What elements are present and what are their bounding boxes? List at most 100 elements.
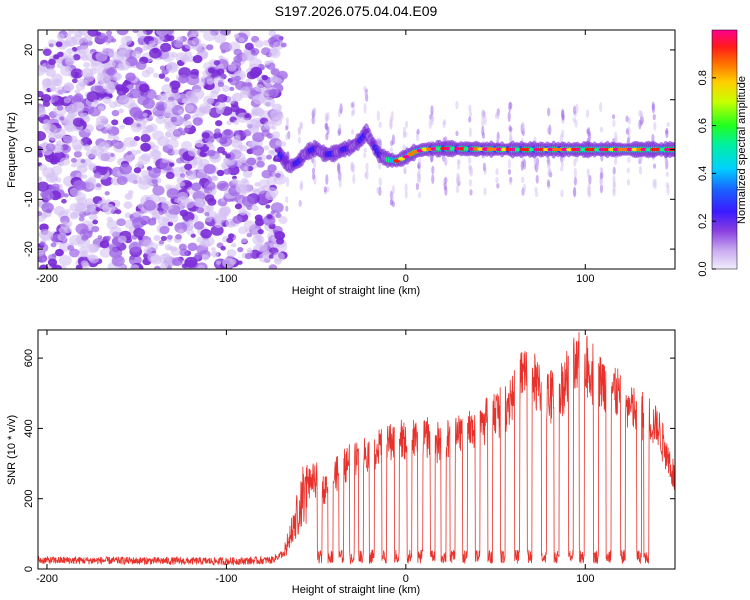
noise-speckle <box>116 175 128 186</box>
noise-speckle <box>246 247 253 253</box>
sidelobe-streak <box>390 110 394 122</box>
noise-speckle <box>202 236 215 247</box>
noise-speckle <box>78 216 85 222</box>
sidelobe-streak <box>599 177 603 187</box>
sidelobe-streak <box>391 134 396 146</box>
noise-speckle <box>72 54 81 61</box>
noise-speckle <box>118 64 125 69</box>
noise-speckle <box>203 30 217 42</box>
sidelobe-streak <box>599 102 603 113</box>
sidelobe-streak <box>311 167 316 174</box>
noise-speckle <box>251 205 259 212</box>
noise-speckle <box>215 260 222 265</box>
noise-speckle <box>226 120 232 126</box>
sidelobe-streak <box>338 123 342 132</box>
noise-speckle <box>179 209 189 217</box>
noise-speckle <box>175 233 182 240</box>
x-tick-label: -100 <box>215 573 237 585</box>
noise-speckle <box>226 237 234 244</box>
sidelobe-streak <box>651 103 656 114</box>
noise-speckle <box>254 181 261 187</box>
noise-speckle <box>252 132 265 143</box>
noise-speckle <box>42 123 52 131</box>
sidelobe-streak <box>285 117 289 124</box>
sidelobe-streak <box>481 109 485 120</box>
noise-speckle <box>171 87 179 94</box>
noise-speckle <box>79 112 89 120</box>
sidelobe-streak <box>469 189 473 196</box>
noise-speckle <box>70 68 84 79</box>
noise-speckle <box>269 48 281 59</box>
noise-speckle <box>39 241 46 246</box>
noise-speckle <box>217 63 224 69</box>
noise-speckle <box>172 128 183 137</box>
noise-speckle <box>128 190 134 195</box>
y-tick-label: 10 <box>23 94 35 106</box>
noise-speckle <box>184 163 193 171</box>
noise-speckle <box>206 141 214 148</box>
sidelobe-streak <box>468 179 472 187</box>
sidelobe-streak <box>312 106 317 114</box>
noise-speckle <box>169 162 175 167</box>
noise-speckle <box>179 248 189 257</box>
noise-speckle <box>59 157 70 166</box>
sidelobe-streak <box>508 137 513 143</box>
noise-speckle <box>60 221 71 230</box>
noise-speckle <box>51 73 63 84</box>
noise-speckle <box>161 84 172 93</box>
noise-speckle <box>40 94 52 103</box>
sidelobe-streak <box>352 107 356 116</box>
noise-speckle <box>143 247 152 255</box>
noise-speckle <box>191 182 202 192</box>
noise-speckle <box>133 227 146 238</box>
noise-speckle <box>275 212 282 219</box>
noise-speckle <box>263 96 276 107</box>
noise-speckle <box>214 30 222 33</box>
noise-speckle <box>109 153 115 158</box>
noise-speckle <box>256 160 265 168</box>
noise-speckle <box>250 111 258 117</box>
sidelobe-streak <box>638 165 643 175</box>
x-tick-label: -100 <box>215 273 237 285</box>
noise-speckle <box>98 88 106 94</box>
noise-speckle <box>261 129 270 137</box>
noise-speckle <box>116 218 126 227</box>
noise-speckle <box>192 55 203 64</box>
sidelobe-streak <box>508 179 513 186</box>
sidelobe-streak <box>363 102 367 114</box>
noise-speckle <box>199 30 206 33</box>
noise-speckle <box>59 116 65 121</box>
noise-speckle <box>161 157 169 164</box>
noise-speckle <box>115 209 122 215</box>
noise-speckle <box>152 185 165 196</box>
noise-speckle <box>186 224 194 231</box>
noise-speckle <box>186 228 194 236</box>
noise-speckle <box>147 218 157 226</box>
snr-panel: -200 -100 0 100 0 200 400 600 Height of straig… <box>6 329 676 596</box>
noise-speckle <box>133 167 142 174</box>
noise-speckle <box>201 132 210 139</box>
sidelobe-streak <box>560 189 564 198</box>
sidelobe-streak <box>561 129 565 138</box>
noise-speckle <box>87 254 96 262</box>
sidelobe-streak <box>363 85 367 92</box>
noise-speckle <box>197 80 206 88</box>
sidelobe-streak <box>417 157 422 167</box>
noise-speckle <box>142 239 154 249</box>
sidelobe-streak <box>350 161 354 172</box>
noise-speckle <box>225 153 232 159</box>
noise-speckle <box>149 114 155 119</box>
sidelobe-streak <box>652 163 657 169</box>
noise-speckle <box>39 264 49 269</box>
noise-speckle <box>266 177 277 186</box>
sidelobe-streak <box>416 128 420 135</box>
noise-speckle <box>174 222 188 234</box>
y-tick-label: 0 <box>23 146 35 152</box>
noise-speckle <box>77 78 88 87</box>
noise-speckle <box>176 157 184 164</box>
noise-speckle <box>239 145 248 152</box>
noise-speckle <box>161 51 175 62</box>
noise-speckle <box>143 199 157 211</box>
sidelobe-streak <box>417 176 422 184</box>
sidelobe-streak <box>311 172 316 180</box>
